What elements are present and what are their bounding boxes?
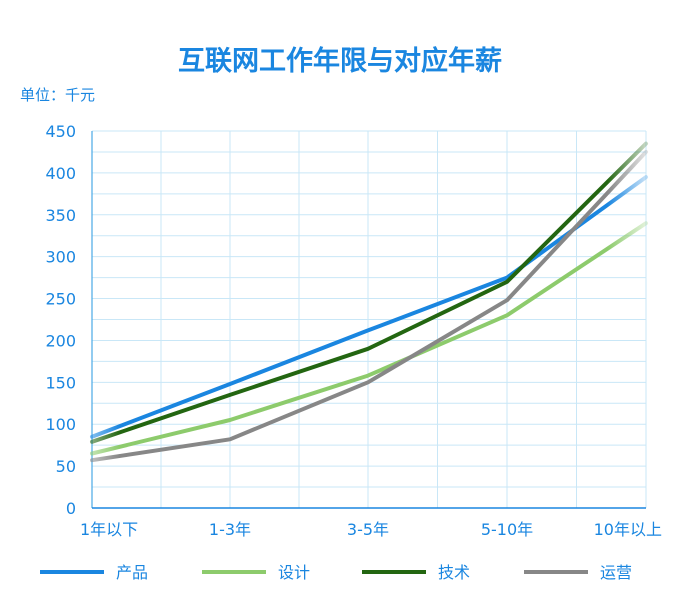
y-tick-label: 50	[56, 457, 76, 476]
x-tick-label: 10年以上	[594, 520, 662, 539]
y-tick-label: 150	[45, 373, 76, 392]
series-line-3	[90, 149, 648, 463]
legend-label: 技术	[438, 563, 470, 582]
legend-label: 设计	[278, 563, 310, 582]
series-line-0	[90, 175, 648, 439]
y-tick-label: 400	[45, 164, 76, 183]
y-tick-label: 350	[45, 206, 76, 225]
series-line-2	[90, 141, 648, 444]
x-tick-label: 3-5年	[347, 520, 389, 539]
y-tick-label: 0	[66, 499, 76, 518]
y-tick-label: 250	[45, 290, 76, 309]
x-tick-label: 5-10年	[481, 520, 533, 539]
legend-label: 运营	[600, 563, 632, 582]
legend-label: 产品	[116, 563, 148, 582]
x-tick-label: 1-3年	[209, 520, 251, 539]
series-line-1	[90, 221, 648, 456]
y-tick-label: 450	[45, 122, 76, 141]
unit-label: 单位：千元	[20, 86, 95, 104]
x-tick-label: 1年以下	[80, 520, 138, 539]
chart-title: 互联网工作年限与对应年薪	[178, 45, 502, 77]
y-tick-label: 200	[45, 331, 76, 350]
y-tick-label: 100	[45, 415, 76, 434]
y-tick-label: 300	[45, 248, 76, 267]
